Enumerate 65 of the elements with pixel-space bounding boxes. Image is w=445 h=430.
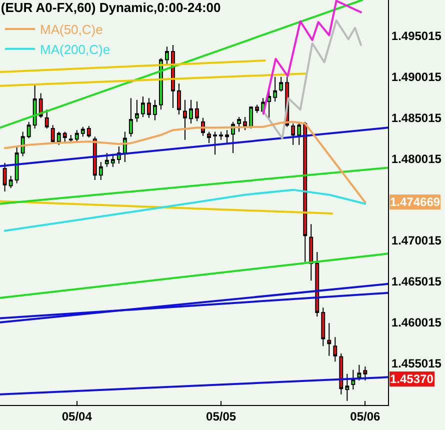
candlestick	[183, 99, 187, 140]
candlestick	[152, 99, 157, 121]
candlestick	[134, 99, 139, 122]
candlestick	[74, 130, 79, 142]
candlestick	[297, 121, 302, 146]
y-tick-label: 1.460015	[391, 315, 442, 330]
candlestick	[291, 123, 296, 146]
x-tick-label: 05/06	[350, 409, 381, 424]
legend-label: MA(200,C)e	[40, 42, 110, 57]
candlestick	[68, 134, 73, 144]
candlestick	[333, 336, 338, 362]
candlestick	[327, 322, 332, 356]
candlestick	[2, 162, 7, 192]
candlestick	[309, 224, 314, 282]
candlestick	[110, 153, 115, 168]
candlestick	[14, 146, 19, 184]
candlestick	[225, 130, 230, 144]
candlestick	[165, 46, 169, 66]
candlestick	[339, 352, 344, 395]
candlestick	[56, 131, 61, 146]
candlestick	[243, 116, 248, 131]
y-tick-label: 1.495015	[391, 29, 442, 44]
candlestick	[8, 175, 13, 189]
candlestick	[86, 126, 91, 138]
candlestick	[140, 96, 145, 118]
candlestick	[189, 99, 193, 124]
candlestick	[357, 364, 362, 381]
annotation: 1.45370	[390, 372, 434, 386]
y-tick-label: 1.470015	[391, 234, 442, 248]
y-tick-label: 1.490015	[391, 70, 442, 84]
candlestick	[213, 131, 217, 156]
candlestick	[363, 366, 368, 381]
y-tick-label: 1.480015	[391, 152, 442, 166]
candlestick	[195, 100, 199, 122]
legend-label: MA(50,C)e	[40, 22, 103, 38]
y-tick-label: 1.465015	[391, 274, 442, 289]
candlestick	[237, 116, 242, 132]
candlestick	[44, 109, 49, 129]
candlestick	[255, 104, 260, 114]
candlestick	[279, 76, 284, 92]
candlestick	[62, 131, 67, 144]
x-tick-label: 05/04	[62, 409, 92, 424]
chart-title: (EUR A0-FX,60) Dynamic,0:00-24:00	[0, 0, 221, 16]
candlestick	[80, 126, 85, 138]
x-tick-label: 05/05	[206, 409, 236, 424]
candlestick	[128, 98, 133, 138]
candlestick	[273, 76, 278, 102]
candlestick	[104, 152, 109, 168]
annotation: 1.474669	[390, 195, 440, 209]
candlestick	[207, 131, 211, 144]
candlestick	[177, 82, 181, 116]
candlestick	[92, 136, 97, 180]
candlestick	[98, 162, 103, 180]
candlestick	[26, 121, 31, 139]
y-tick-label: 1.485015	[391, 110, 442, 125]
candlestick	[50, 124, 55, 144]
candlestick	[146, 98, 151, 118]
candlestick	[351, 369, 356, 390]
y-tick-label: 1.455015	[391, 356, 442, 370]
candlestick	[315, 252, 320, 318]
candlestick	[321, 307, 326, 347]
candlestick	[267, 90, 272, 118]
candlestick	[345, 373, 350, 402]
candlestick	[20, 131, 25, 157]
candlestick	[219, 131, 223, 140]
